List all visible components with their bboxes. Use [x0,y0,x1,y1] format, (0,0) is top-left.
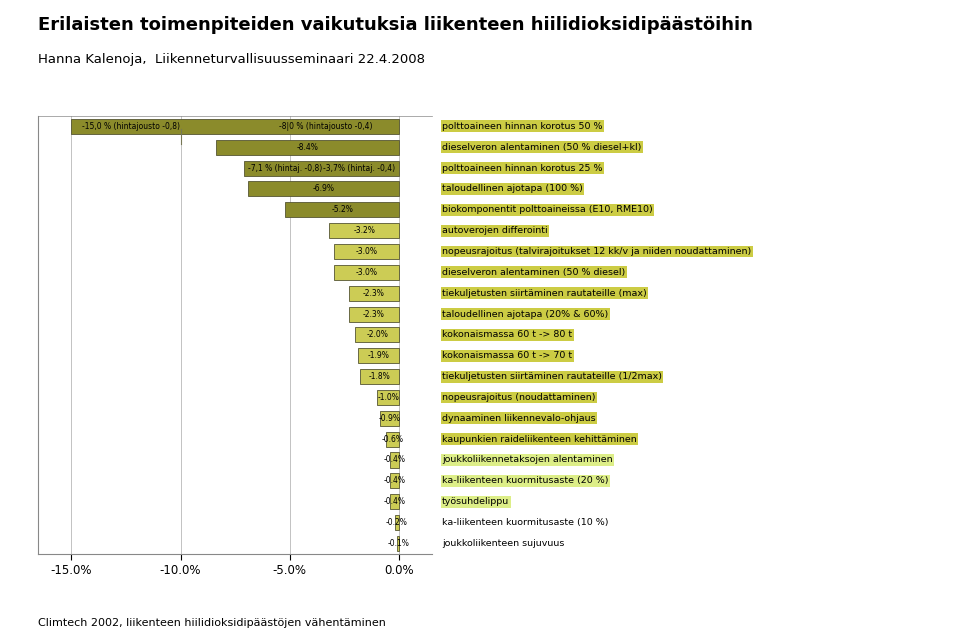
Bar [386,431,399,447]
Text: taloudellinen ajotapa (100 %): taloudellinen ajotapa (100 %) [442,184,583,193]
Text: tiekuljetusten siirtäminen rautateille (1/2max): tiekuljetusten siirtäminen rautateille (… [442,372,662,381]
Bar [333,265,399,280]
Text: dynaaminen liikennevalo-ohjaus: dynaaminen liikennevalo-ohjaus [442,414,595,423]
Text: kokonaismassa 60 t -> 70 t: kokonaismassa 60 t -> 70 t [442,351,572,360]
Text: -0.9%: -0.9% [378,414,400,423]
Bar [360,369,399,384]
Text: -3.0%: -3.0% [355,268,377,277]
Text: -0.4%: -0.4% [384,455,406,464]
Text: biokomponentit polttoaineissa (E10, RME10): biokomponentit polttoaineissa (E10, RME1… [442,205,653,214]
Text: polttoaineen hinnan korotus 50 %: polttoaineen hinnan korotus 50 % [442,122,603,131]
Text: -15,0 % (hintajousto -0,8): -15,0 % (hintajousto -0,8) [83,122,180,131]
Text: tiekuljetusten siirtäminen rautateille (max): tiekuljetusten siirtäminen rautateille (… [442,289,647,298]
Text: -1.0%: -1.0% [377,393,399,402]
Bar [377,390,399,405]
Text: dieselveron alentaminen (50 % diesel): dieselveron alentaminen (50 % diesel) [442,268,625,277]
Text: työsuhdelippu: työsuhdelippu [442,497,509,506]
Text: -2.0%: -2.0% [367,330,388,339]
Text: kaupunkien raideliikenteen kehittäminen: kaupunkien raideliikenteen kehittäminen [442,435,636,444]
Text: -2.3%: -2.3% [363,310,385,319]
Text: dieselveron alentaminen (50 % diesel+kl): dieselveron alentaminen (50 % diesel+kl) [442,143,641,152]
Text: Erilaisten toimenpiteiden vaikutuksia liikenteen hiilidioksidipäästöihin: Erilaisten toimenpiteiden vaikutuksia li… [38,16,754,34]
Bar [379,411,399,426]
Bar [395,515,399,530]
Bar [348,307,399,321]
Bar [249,182,399,196]
Text: -2.3%: -2.3% [363,289,385,298]
Bar [333,244,399,259]
Text: nopeusrajoitus (noudattaminen): nopeusrajoitus (noudattaminen) [442,393,595,402]
Text: -0.4%: -0.4% [384,497,406,506]
Text: joukkoliikennetaksojen alentaminen: joukkoliikennetaksojen alentaminen [442,455,612,464]
Bar [71,119,399,134]
Text: -0.6%: -0.6% [382,435,403,444]
Bar [397,536,399,551]
Bar [355,327,399,343]
Text: -6.9%: -6.9% [313,184,335,193]
Text: -0.2%: -0.2% [386,518,408,527]
Bar [348,286,399,301]
Text: -1.8%: -1.8% [369,372,391,381]
Bar [358,348,399,363]
Text: Climtech 2002, liikenteen hiilidioksidipäästöjen vähentäminen: Climtech 2002, liikenteen hiilidioksidip… [38,618,386,628]
Text: Hanna Kalenoja,  Liikenneturvallisuusseminaari 22.4.2008: Hanna Kalenoja, Liikenneturvallisuussemi… [38,53,425,66]
Bar [215,140,399,155]
Bar [391,494,399,509]
Text: ka-liikenteen kuormitusaste (20 %): ka-liikenteen kuormitusaste (20 %) [442,477,609,486]
Bar [391,453,399,468]
Text: -0.4%: -0.4% [384,477,406,486]
Text: -0.1%: -0.1% [387,539,409,548]
Text: polttoaineen hinnan korotus 25 %: polttoaineen hinnan korotus 25 % [442,164,603,173]
Text: -8.4%: -8.4% [297,143,319,152]
Text: autoverojen differointi: autoverojen differointi [442,226,547,235]
Bar [391,473,399,488]
Text: -3.2%: -3.2% [353,226,375,235]
Bar [329,223,399,238]
Text: -3.0%: -3.0% [355,247,377,256]
Text: joukkoliikenteen sujuvuus: joukkoliikenteen sujuvuus [442,539,564,548]
Bar [244,160,399,176]
Text: -8|0 % (hintajousto -0,4): -8|0 % (hintajousto -0,4) [279,122,372,131]
Text: -7,1 % (hintaj. -0,8): -7,1 % (hintaj. -0,8) [249,164,323,173]
Text: ka-liikenteen kuormitusaste (10 %): ka-liikenteen kuormitusaste (10 %) [442,518,609,527]
Text: kokonaismassa 60 t -> 80 t: kokonaismassa 60 t -> 80 t [442,330,572,339]
Text: -5.2%: -5.2% [331,205,353,214]
Text: -1.9%: -1.9% [368,351,390,360]
Text: nopeusrajoitus (talvirajoitukset 12 kk/v ja niiden noudattaminen): nopeusrajoitus (talvirajoitukset 12 kk/v… [442,247,752,256]
Text: -3,7% (hintaj. -0,4): -3,7% (hintaj. -0,4) [323,164,395,173]
Text: taloudellinen ajotapa (20% & 60%): taloudellinen ajotapa (20% & 60%) [442,310,609,319]
Bar [285,202,399,217]
